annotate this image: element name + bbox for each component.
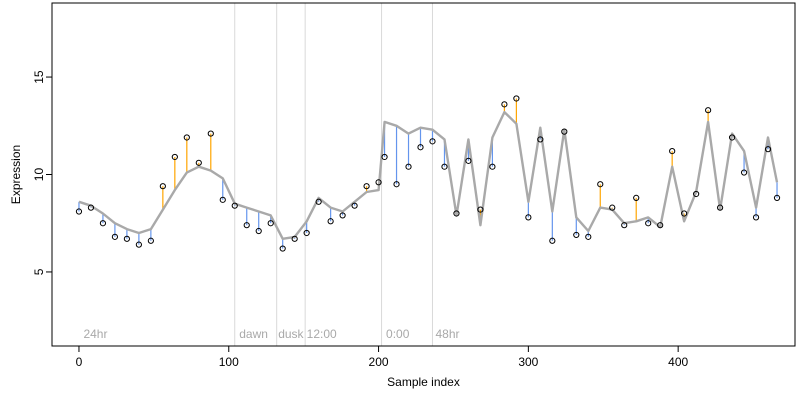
residual-segments	[78, 98, 778, 249]
data-point	[585, 233, 592, 240]
data-point	[429, 138, 436, 145]
data-point	[375, 179, 382, 186]
x-axis-label: Sample index	[387, 375, 460, 389]
fitted-line-group	[78, 110, 779, 240]
x-tick-label: 300	[518, 355, 538, 369]
data-point	[243, 222, 250, 229]
data-point	[453, 210, 460, 217]
data-point	[351, 202, 358, 209]
data-point	[291, 235, 298, 242]
y-axis: 5 10 15	[32, 70, 52, 275]
data-point	[231, 202, 238, 209]
data-point	[279, 245, 286, 252]
data-point	[171, 153, 178, 161]
x-tick-label: 400	[668, 355, 688, 369]
data-point	[267, 220, 274, 227]
y-tick-label: 15	[32, 70, 46, 84]
data-point	[621, 222, 628, 229]
data-point	[501, 101, 508, 108]
region-labels: 24hr dawn dusk 12:00 0:00 48hr	[83, 327, 459, 341]
data-point	[183, 134, 190, 141]
data-point	[417, 144, 424, 151]
data-point	[465, 157, 472, 164]
data-point	[573, 231, 580, 239]
data-point	[339, 212, 346, 219]
data-point	[537, 136, 544, 143]
data-point	[441, 163, 448, 170]
data-point	[669, 148, 676, 155]
data-point	[159, 183, 166, 190]
data-point	[111, 233, 119, 240]
data-point	[477, 206, 484, 213]
data-point	[561, 128, 568, 135]
data-point	[717, 204, 724, 211]
data-point	[195, 159, 202, 166]
x-tick-label: 200	[369, 355, 389, 369]
data-point	[75, 208, 83, 215]
data-point	[87, 204, 95, 211]
x-tick-label: 100	[219, 355, 239, 369]
data-point	[315, 198, 322, 205]
data-point	[255, 227, 262, 235]
data-point	[525, 214, 532, 221]
data-point	[764, 146, 772, 153]
data-point	[123, 235, 130, 242]
data-point	[657, 222, 664, 229]
data-point	[740, 169, 748, 176]
data-point	[705, 107, 712, 114]
plot-frame	[51, 2, 796, 347]
data-point	[363, 183, 370, 190]
data-point	[219, 196, 226, 203]
y-tick-label: 5	[32, 268, 46, 275]
x-tick-label: 0	[76, 355, 83, 369]
data-point	[381, 153, 388, 161]
data-point	[135, 241, 142, 248]
data-point	[728, 134, 736, 141]
data-point	[147, 237, 154, 244]
data-point	[489, 163, 496, 170]
x-axis: 0 100 200 300 400	[76, 346, 688, 369]
region-label: dusk	[278, 327, 304, 341]
region-boundaries	[234, 3, 433, 346]
data-point	[645, 220, 652, 227]
observed-points	[75, 95, 781, 252]
region-label: dawn	[239, 327, 268, 341]
fitted-line	[78, 110, 779, 240]
data-point	[633, 194, 640, 201]
data-point	[549, 237, 556, 244]
data-point	[752, 214, 760, 221]
data-point	[609, 204, 616, 211]
data-point	[207, 130, 214, 137]
region-label: 12:00	[307, 327, 337, 341]
data-point	[513, 95, 520, 102]
y-axis-label: Expression	[9, 145, 23, 204]
data-point	[99, 220, 107, 227]
data-point	[327, 218, 334, 225]
data-point	[597, 181, 604, 188]
data-point	[303, 229, 310, 237]
region-label: 48hr	[435, 327, 459, 341]
data-point	[693, 190, 700, 198]
data-point	[405, 163, 412, 170]
data-point	[773, 194, 781, 201]
region-label: 24hr	[83, 327, 107, 341]
data-point	[681, 210, 688, 217]
region-label: 0:00	[386, 327, 410, 341]
data-point	[393, 181, 400, 188]
y-tick-label: 10	[32, 168, 46, 182]
